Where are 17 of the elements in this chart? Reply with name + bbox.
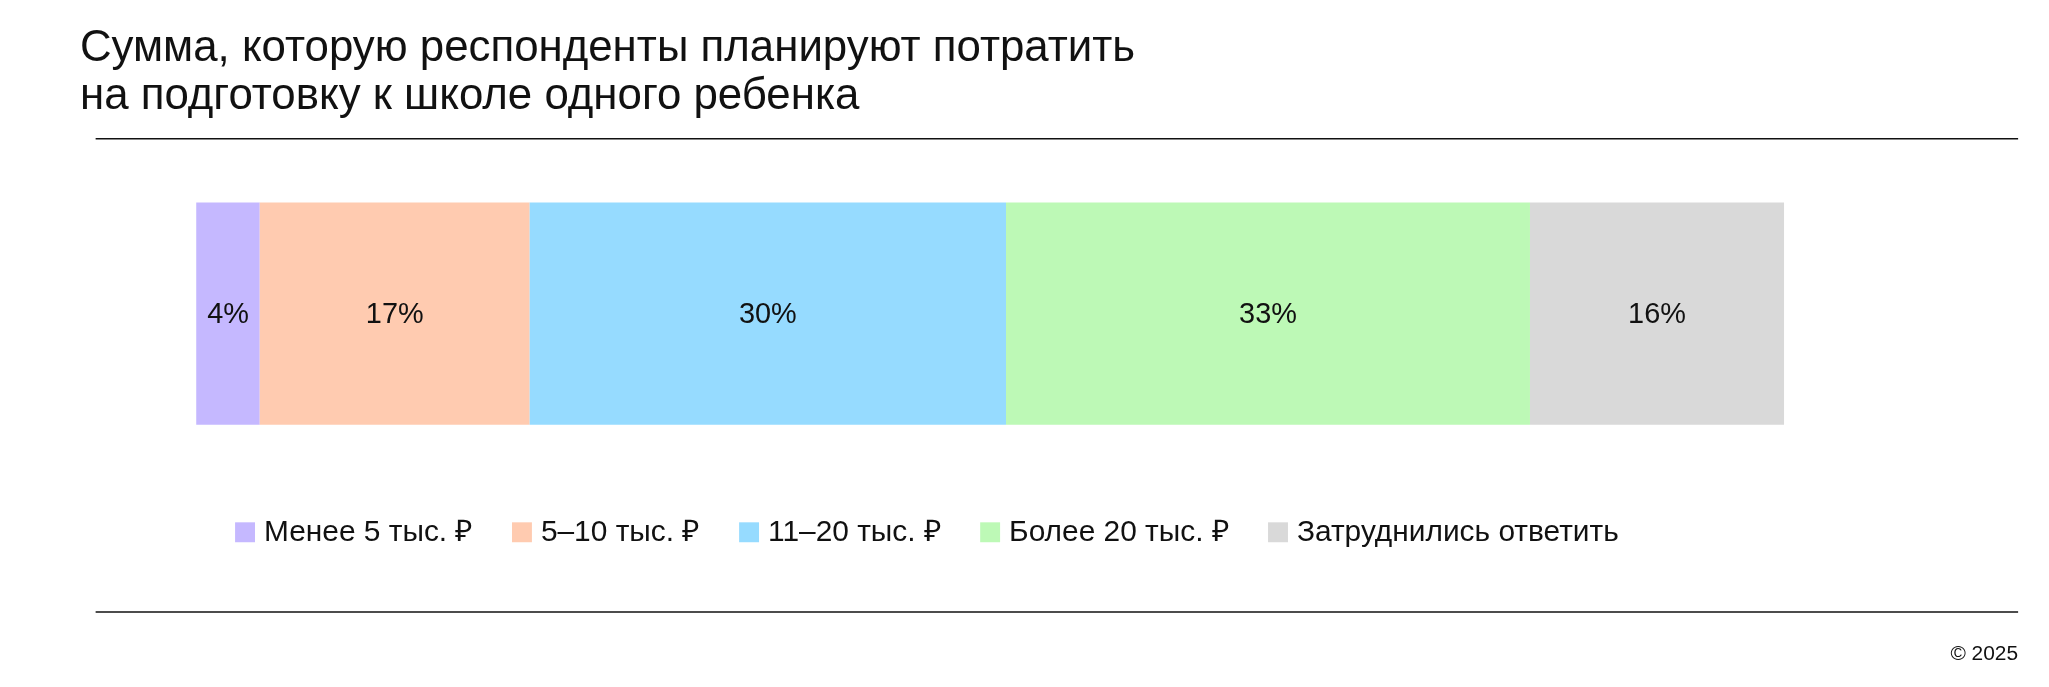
data-label: 17% xyxy=(365,296,424,329)
bar xyxy=(1006,202,1530,425)
bar xyxy=(196,202,260,425)
data-label: 4% xyxy=(207,296,249,329)
legend-label: 11–20 тыс. ₽ xyxy=(768,514,941,548)
text: © 2025 xyxy=(1950,640,2019,664)
data-label: 16% xyxy=(1628,296,1686,329)
legend-label: Затруднились ответить xyxy=(1296,514,1619,548)
bar xyxy=(1529,202,1785,425)
bar xyxy=(529,202,1007,425)
data-label: 30% xyxy=(738,296,797,329)
legend-label: Более 20 тыс. ₽ xyxy=(1009,514,1229,548)
data-label: 33% xyxy=(1239,296,1297,329)
legend-label: 5–10 тыс. ₽ xyxy=(540,514,700,548)
bar xyxy=(259,202,530,425)
legend-label: Менее 5 тыс. ₽ xyxy=(263,514,473,548)
chart-title: Сумма, которую респонденты планируют потратить на подготовку к школе одного ребенка xyxy=(79,21,1136,118)
